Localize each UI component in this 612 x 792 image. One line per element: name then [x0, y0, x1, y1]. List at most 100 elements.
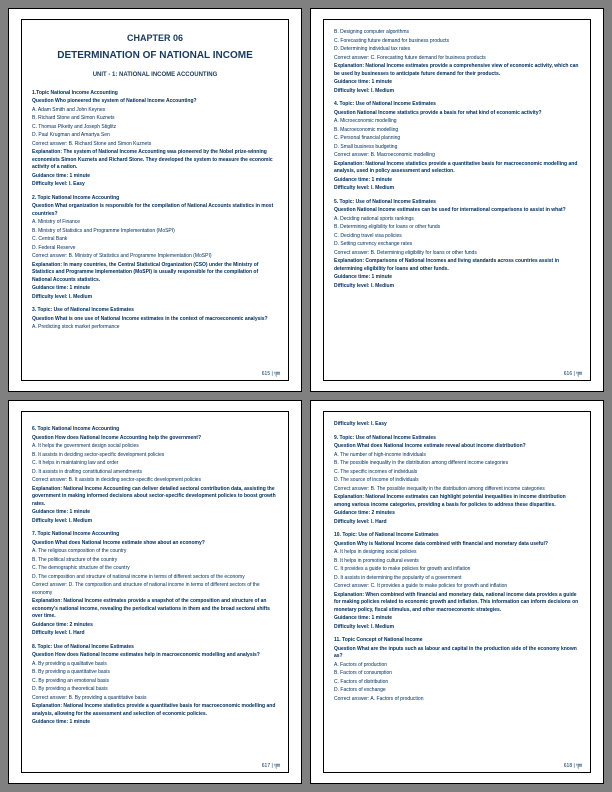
page-4: Difficulty level: I. Easy 9. Topic: Use …: [310, 400, 604, 784]
unit-label: UNIT - 1: NATIONAL INCOME ACCOUNTING: [32, 71, 278, 80]
option-a: A. Deciding national sports rankings: [334, 216, 580, 224]
explanation: Explanation: National Income estimates p…: [334, 63, 580, 78]
option-b: B. Designing computer algorithms: [334, 29, 580, 37]
topic: 5. Topic: Use of National Income Estimat…: [334, 199, 580, 207]
page-number: 616 | पृष्ठ: [564, 371, 582, 379]
option-a: A. The religious composition of the coun…: [32, 548, 278, 556]
guidance-time: Guidance time: 1 minute: [334, 79, 580, 87]
option-c: C. The specific incomes of individuals: [334, 469, 580, 477]
page-number: 615 | पृष्ठ: [262, 371, 280, 379]
question-text: Question Who pioneered the system of Nat…: [32, 98, 278, 106]
option-a: A. Microeconomic modelling: [334, 118, 580, 126]
topic: 8. Topic: Use of National Income Estimat…: [32, 644, 278, 652]
topic: 3. Topic: Use of National Income Estimat…: [32, 307, 278, 315]
topic: 10. Topic: Use of National Income Estima…: [334, 532, 580, 540]
option-b: B. The possible inequality in the distri…: [334, 460, 580, 468]
chapter-title: DETERMINATION OF NATIONAL INCOME: [32, 48, 278, 63]
question-text: Question What does National Income estim…: [32, 540, 278, 548]
question-block-5: 5. Topic: Use of National Income Estimat…: [334, 199, 580, 291]
option-b: B. Factors of consumption: [334, 670, 580, 678]
explanation: Explanation: National Income statistics …: [32, 703, 278, 718]
option-c: C. Forecasting future demand for busines…: [334, 38, 580, 46]
question-block-6: 6. Topic National Income Accounting Ques…: [32, 426, 278, 525]
option-a: A. It helps in designing social policies: [334, 549, 580, 557]
correct-answer: Correct answer: B. The possible inequali…: [334, 486, 580, 494]
option-c: C. Factors of distribution: [334, 679, 580, 687]
option-c: C. Thomas Piketty and Joseph Stiglitz: [32, 124, 278, 132]
option-b: B. Ministry of Statistics and Programme …: [32, 228, 278, 236]
question-text: Question National Income estimates can b…: [334, 207, 580, 215]
difficulty: Difficulty level: I. Easy: [32, 181, 278, 189]
option-d: D. Federal Reserve: [32, 245, 278, 253]
question-block-4: 4. Topic: Use of National Income Estimat…: [334, 101, 580, 193]
option-a: A. The number of high-income individuals: [334, 452, 580, 460]
option-c: C. It helps in maintaining law and order: [32, 460, 278, 468]
option-d: D. By providing a theoretical basis: [32, 686, 278, 694]
correct-answer: Correct answer: B. It assists in decidin…: [32, 477, 278, 485]
option-d: D. Setting currency exchange rates: [334, 241, 580, 249]
page-4-inner: Difficulty level: I. Easy 9. Topic: Use …: [323, 411, 591, 773]
option-b: B. It assists in deciding sector-specifi…: [32, 452, 278, 460]
question-block-10: 10. Topic: Use of National Income Estima…: [334, 532, 580, 631]
question-block-9: 9. Topic: Use of National Income Estimat…: [334, 435, 580, 527]
question-text: Question National Income statistics prov…: [334, 110, 580, 118]
topic: 6. Topic National Income Accounting: [32, 426, 278, 434]
option-a: A. Ministry of Finance: [32, 219, 278, 227]
option-c: C. It provides a guide to make policies …: [334, 566, 580, 574]
explanation: Explanation: When combined with financia…: [334, 592, 580, 615]
guidance-time: Guidance time: 1 minute: [334, 615, 580, 623]
question-block-8-cont: Difficulty level: I. Easy: [334, 421, 580, 429]
question-block-11: 11. Topic Concept of National Income Que…: [334, 637, 580, 703]
option-c: C. Central Bank: [32, 236, 278, 244]
question-block-3: 3. Topic: Use of National Income Estimat…: [32, 307, 278, 332]
difficulty: Difficulty level: I. Medium: [32, 294, 278, 302]
question-text: Question How does National Income Accoun…: [32, 435, 278, 443]
guidance-time: Guidance time: 1 minute: [334, 274, 580, 282]
option-d: D. Paul Krugman and Amartya Sen: [32, 132, 278, 140]
question-block-3-cont: B. Designing computer algorithms C. Fore…: [334, 29, 580, 95]
question-block-1: 1.Topic National Income Accounting Quest…: [32, 90, 278, 189]
question-text: Question Why is National Income data com…: [334, 541, 580, 549]
option-c: C. Personal financial planning: [334, 135, 580, 143]
guidance-time: Guidance time: 1 minute: [334, 177, 580, 185]
correct-answer: Correct answer: B. By providing a quanti…: [32, 695, 278, 703]
topic: 7. Topic National Income Accounting: [32, 531, 278, 539]
page-2: B. Designing computer algorithms C. Fore…: [310, 8, 604, 392]
option-b: B. Richard Stone and Simon Kuznets: [32, 115, 278, 123]
option-c: C. The demographic structure of the coun…: [32, 565, 278, 573]
difficulty: Difficulty level: I. Medium: [334, 283, 580, 291]
correct-answer: Correct answer: B. Determining eligibili…: [334, 250, 580, 258]
page-number: 618 | पृष्ठ: [564, 763, 582, 771]
option-a: A. Adam Smith and John Keynes: [32, 107, 278, 115]
option-c: C. By providing an emotional basis: [32, 678, 278, 686]
option-a: A. Factors of production: [334, 662, 580, 670]
guidance-time: Guidance time: 1 minute: [32, 285, 278, 293]
question-text: Question What organization is responsibl…: [32, 203, 278, 218]
option-b: B. The political structure of the countr…: [32, 557, 278, 565]
option-d: D. The source of income of individuals: [334, 477, 580, 485]
correct-answer: Correct answer: B. Macroeconomic modelli…: [334, 152, 580, 160]
guidance-time: Guidance time: 2 minutes: [32, 622, 278, 630]
page-1-inner: CHAPTER 06 DETERMINATION OF NATIONAL INC…: [21, 19, 289, 381]
option-d: D. Small business budgeting: [334, 144, 580, 152]
difficulty: Difficulty level: I. Medium: [32, 518, 278, 526]
page-2-inner: B. Designing computer algorithms C. Fore…: [323, 19, 591, 381]
difficulty: Difficulty level: I. Medium: [334, 88, 580, 96]
guidance-time: Guidance time: 2 minutes: [334, 510, 580, 518]
explanation: Explanation: National Income statistics …: [334, 161, 580, 176]
guidance-time: Guidance time: 1 minute: [32, 509, 278, 517]
page-3-inner: 6. Topic National Income Accounting Ques…: [21, 411, 289, 773]
topic: 1.Topic National Income Accounting: [32, 90, 278, 98]
difficulty: Difficulty level: I. Medium: [334, 185, 580, 193]
explanation: Explanation: National Income estimates p…: [32, 598, 278, 621]
difficulty: Difficulty level: I. Medium: [334, 624, 580, 632]
explanation: Explanation: National Income Accounting …: [32, 486, 278, 509]
difficulty: Difficulty level: I. Hard: [334, 519, 580, 527]
correct-answer: Correct answer: B. Ministry of Statistic…: [32, 253, 278, 261]
correct-answer: Correct answer: C. Forecasting future de…: [334, 55, 580, 63]
question-block-2: 2. Topic National Income Accounting Ques…: [32, 195, 278, 302]
topic: 9. Topic: Use of National Income Estimat…: [334, 435, 580, 443]
option-d: D. It assists in drafting constitutional…: [32, 469, 278, 477]
page-grid: CHAPTER 06 DETERMINATION OF NATIONAL INC…: [0, 0, 612, 792]
option-b: B. Macroeconomic modelling: [334, 127, 580, 135]
